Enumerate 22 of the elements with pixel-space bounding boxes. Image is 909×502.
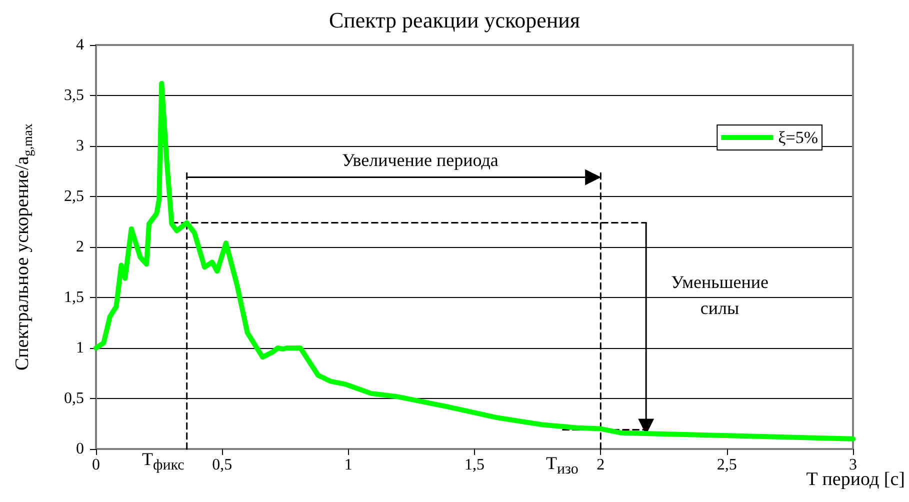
annotation: Увеличение периода (342, 149, 498, 172)
x-tick-label: 1 (344, 456, 352, 474)
annotation: Уменьшение силы (671, 271, 768, 320)
y-tick-label: 0,5 (64, 390, 84, 407)
y-tick-label: 3,5 (64, 87, 84, 104)
x-tick-label: 0,5 (212, 456, 232, 474)
y-tick-label: 2,5 (64, 188, 84, 205)
y-tick-label: 0 (76, 440, 84, 458)
x-tick-label: 0 (92, 456, 100, 474)
text: T$_{изо}$ (546, 452, 578, 480)
y-tick-label: 1,5 (64, 289, 84, 306)
y-axis-title: Спектральное ускорение/ag,max (12, 123, 35, 371)
annotation: T$_{фикс}$ (142, 448, 184, 476)
y-tick-label: 2 (76, 238, 84, 256)
y-tick-label: 4 (76, 36, 84, 54)
x-tick-label: 1,5 (464, 456, 484, 474)
x-tick-label: 2 (596, 456, 605, 474)
chart-title: Спектр реакции ускорения (328, 8, 580, 32)
legend-label: ξ=5% (778, 128, 818, 147)
y-tick-label: 1 (76, 340, 84, 356)
y-tick-label: 3 (76, 138, 84, 154)
x-tick-label: 2,5 (716, 456, 737, 474)
